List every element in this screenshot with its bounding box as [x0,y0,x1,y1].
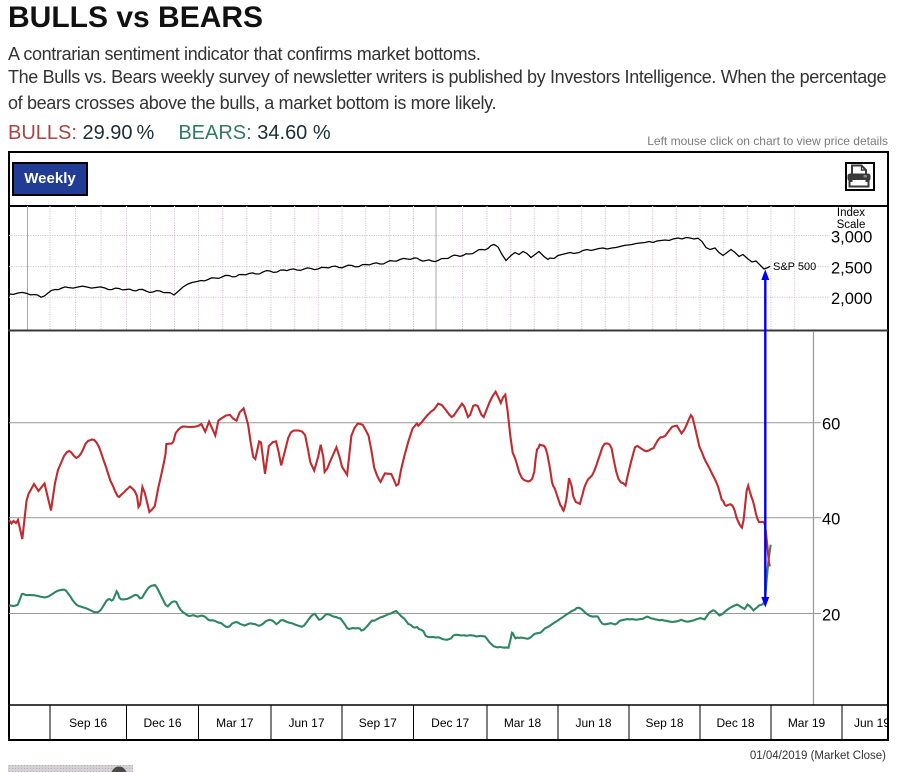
svg-text:Dec 17: Dec 17 [431,716,469,730]
svg-text:Dec 16: Dec 16 [143,716,181,730]
svg-text:2,500: 2,500 [831,260,872,278]
svg-text:Scale: Scale [837,219,866,231]
svg-text:Index: Index [837,207,865,219]
svg-text:20: 20 [822,607,840,625]
svg-text:60: 60 [822,416,840,434]
svg-text:Jun 18: Jun 18 [575,716,611,730]
svg-text:Jun 19: Jun 19 [854,716,890,730]
svg-text:Sep 16: Sep 16 [69,716,107,730]
svg-text:Mar 18: Mar 18 [504,716,542,730]
svg-text:Mar 19: Mar 19 [788,716,826,730]
svg-text:3,000: 3,000 [831,229,872,247]
svg-text:Mar 17: Mar 17 [216,716,254,730]
svg-text:S&P 500: S&P 500 [773,261,816,273]
svg-text:Sep 18: Sep 18 [645,716,683,730]
svg-text:Jun 17: Jun 17 [288,716,324,730]
svg-text:Dec 18: Dec 18 [716,716,754,730]
svg-text:Sep 17: Sep 17 [359,716,397,730]
svg-text:2,000: 2,000 [831,290,872,308]
svg-text:40: 40 [822,511,840,529]
